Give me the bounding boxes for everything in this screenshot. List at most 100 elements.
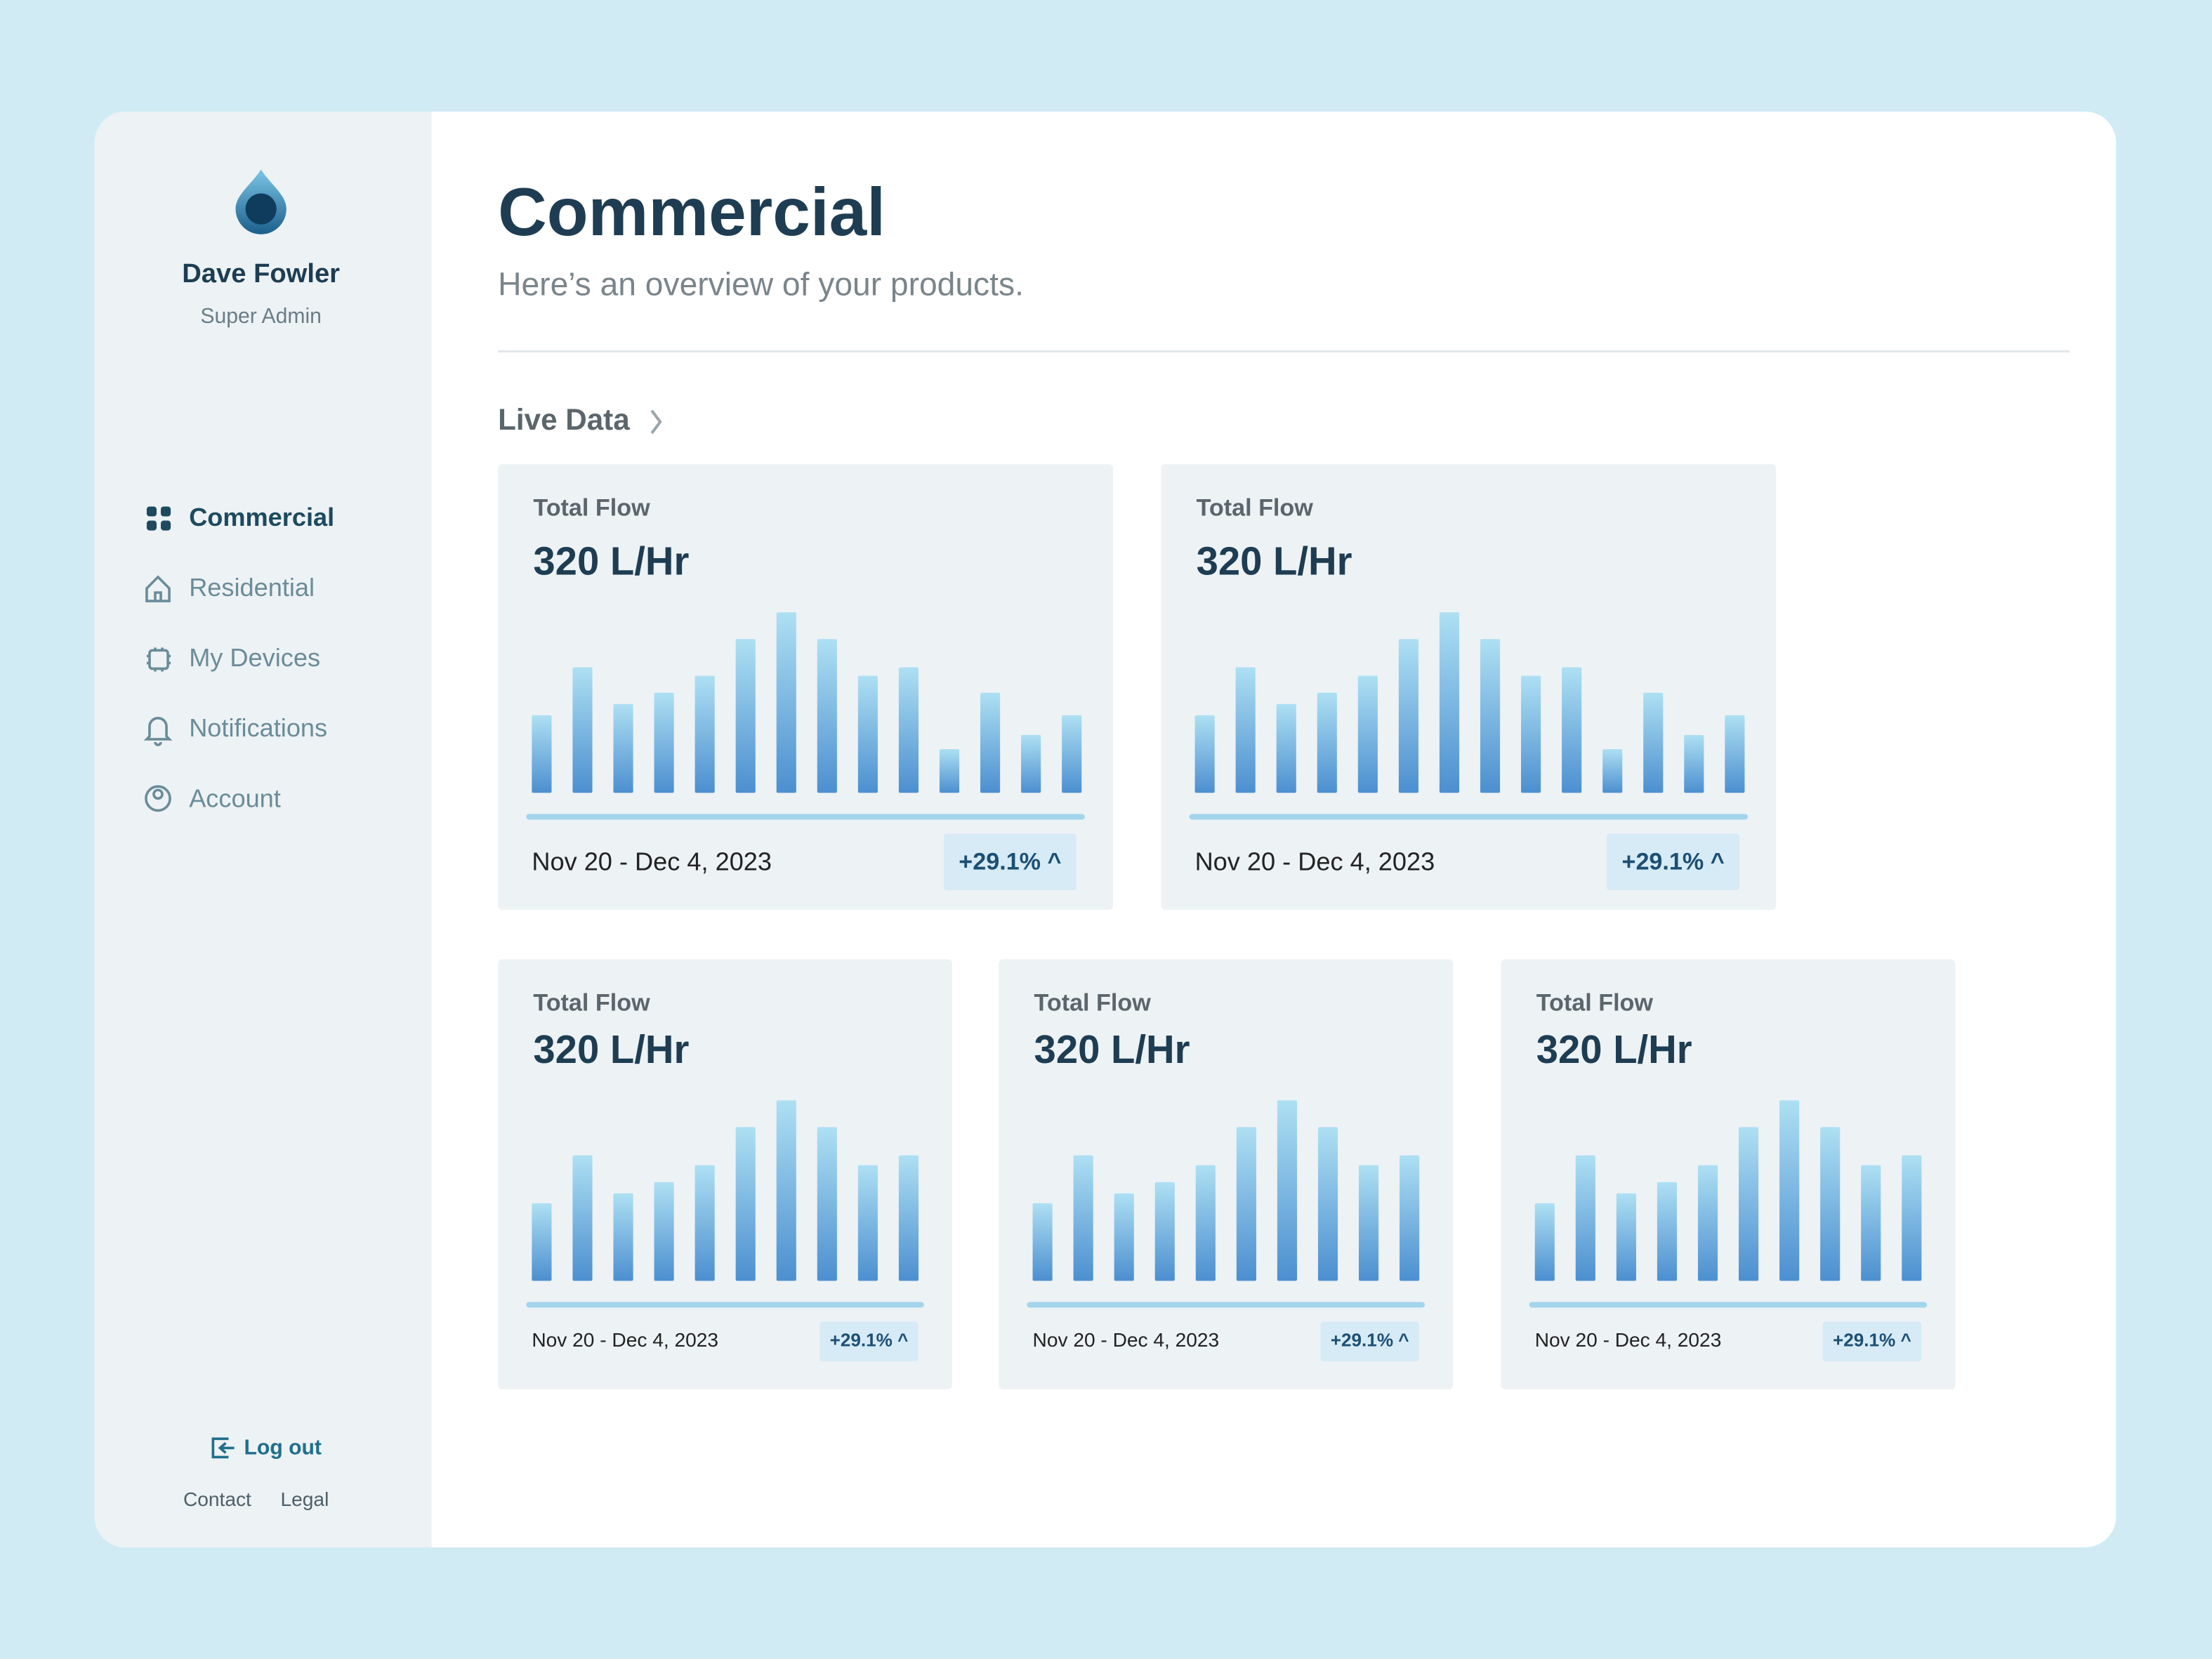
bar xyxy=(898,1155,919,1281)
bar xyxy=(857,1165,878,1281)
icon-grid xyxy=(146,506,171,531)
bar xyxy=(735,639,756,793)
bar xyxy=(1562,667,1582,793)
bar xyxy=(572,1155,593,1281)
bar xyxy=(1236,1127,1256,1281)
card-bg xyxy=(498,464,1114,911)
bar xyxy=(1534,1203,1555,1281)
bar xyxy=(1480,639,1501,793)
bar xyxy=(1195,1165,1216,1281)
bar xyxy=(1062,715,1082,793)
bar xyxy=(735,1127,756,1281)
bar xyxy=(1697,1165,1718,1281)
bar xyxy=(1021,734,1041,793)
bar xyxy=(817,639,837,793)
change: +29.1% ^ xyxy=(830,1330,909,1351)
bar xyxy=(694,1165,715,1281)
bar xyxy=(1602,748,1623,793)
logout-icon xyxy=(211,1437,235,1459)
bar xyxy=(1400,1155,1420,1281)
card-label: Total Flow xyxy=(533,494,650,521)
change-badge xyxy=(1320,1321,1419,1361)
bar xyxy=(857,675,878,793)
bar xyxy=(776,612,796,793)
page-subtitle: Here’s an overview of your products. xyxy=(498,265,1024,302)
date-range: Nov 20 - Dec 4, 2023 xyxy=(532,847,772,875)
icon-home xyxy=(145,575,171,602)
footer-link[interactable]: Contact xyxy=(183,1488,251,1510)
nav-item[interactable]: Residential xyxy=(189,573,315,602)
bar xyxy=(532,1203,552,1281)
date-range: Nov 20 - Dec 4, 2023 xyxy=(1535,1329,1722,1351)
card-label: Total Flow xyxy=(1536,990,1654,1017)
bar xyxy=(1725,715,1745,793)
bar xyxy=(1643,692,1664,793)
nav-item[interactable]: My Devices xyxy=(189,643,320,672)
nav-item[interactable]: Notifications xyxy=(189,713,327,742)
bar xyxy=(1317,692,1337,793)
bar xyxy=(654,692,674,793)
date-range: Nov 20 - Dec 4, 2023 xyxy=(532,1329,718,1351)
card-bg xyxy=(1161,464,1777,911)
bar xyxy=(1114,1193,1134,1281)
change: +29.1% ^ xyxy=(959,849,1061,875)
section-title[interactable]: Live Data xyxy=(498,403,630,436)
sidebar xyxy=(94,111,432,1548)
nav-item[interactable]: Commercial xyxy=(189,503,334,531)
change: +29.1% ^ xyxy=(1833,1330,1911,1351)
card[interactable]: Total Flow 320 L/Hr Nov 20 - Dec 4, 2023 +2… xyxy=(1161,464,1777,911)
card-value: 320 L/Hr xyxy=(1536,1027,1692,1071)
bar xyxy=(1575,1155,1595,1281)
card-label: Total Flow xyxy=(533,990,650,1017)
date-range: Nov 20 - Dec 4, 2023 xyxy=(1033,1329,1220,1351)
bar xyxy=(939,748,960,793)
change-badge xyxy=(1607,833,1740,890)
bar xyxy=(1657,1182,1678,1281)
card[interactable]: Total Flow 320 L/Hr Nov 20 - Dec 4, 2023 +2… xyxy=(999,959,1454,1390)
user-name: Dave Fowler xyxy=(182,258,340,289)
user-role: Super Admin xyxy=(200,305,321,328)
card[interactable]: Total Flow 320 L/Hr Nov 20 - Dec 4, 2023 +2… xyxy=(498,464,1114,911)
card-bg xyxy=(1501,959,1956,1390)
icon-account-head xyxy=(152,788,164,800)
bar xyxy=(898,667,919,793)
card-value: 320 L/Hr xyxy=(1197,539,1352,583)
bar xyxy=(1861,1165,1881,1281)
bar xyxy=(1521,675,1541,793)
chevron xyxy=(650,409,662,435)
date-range: Nov 20 - Dec 4, 2023 xyxy=(1195,847,1435,875)
change-badge xyxy=(943,833,1077,890)
card-label: Total Flow xyxy=(1034,990,1152,1017)
nav: Commercial Residential My Devices Notificat… xyxy=(189,503,334,812)
card-bg xyxy=(498,959,953,1390)
nav-item[interactable]: Account xyxy=(189,784,281,812)
bar xyxy=(1032,1203,1053,1281)
bar xyxy=(694,675,715,793)
bar xyxy=(776,1100,796,1281)
card-value: 320 L/Hr xyxy=(1034,1027,1190,1071)
cards: Total Flow 320 L/Hr Nov 20 - Dec 4, 2023 +2… xyxy=(498,464,1956,1390)
bar xyxy=(654,1182,674,1281)
bar xyxy=(1820,1127,1841,1281)
card-value: 320 L/Hr xyxy=(533,1027,689,1071)
bar xyxy=(1902,1155,1922,1281)
card[interactable]: Total Flow 320 L/Hr Nov 20 - Dec 4, 2023 +2… xyxy=(498,959,953,1390)
logout[interactable]: Log out xyxy=(244,1436,322,1459)
bar xyxy=(1739,1127,1759,1281)
bar xyxy=(1276,703,1296,793)
footer-link[interactable]: Legal xyxy=(281,1488,329,1510)
change-badge xyxy=(819,1321,919,1361)
bar xyxy=(1616,1193,1636,1281)
bar xyxy=(817,1127,837,1281)
bar xyxy=(980,692,1001,793)
icon-bell xyxy=(143,716,173,746)
logo-core xyxy=(245,193,277,225)
bar xyxy=(1357,675,1378,793)
card[interactable]: Total Flow 320 L/Hr Nov 20 - Dec 4, 2023 +2… xyxy=(1501,959,1956,1390)
icon-chip-pins xyxy=(146,647,171,672)
icon-chip xyxy=(148,649,169,670)
change-badge xyxy=(1822,1321,1922,1361)
bar xyxy=(1277,1100,1298,1281)
